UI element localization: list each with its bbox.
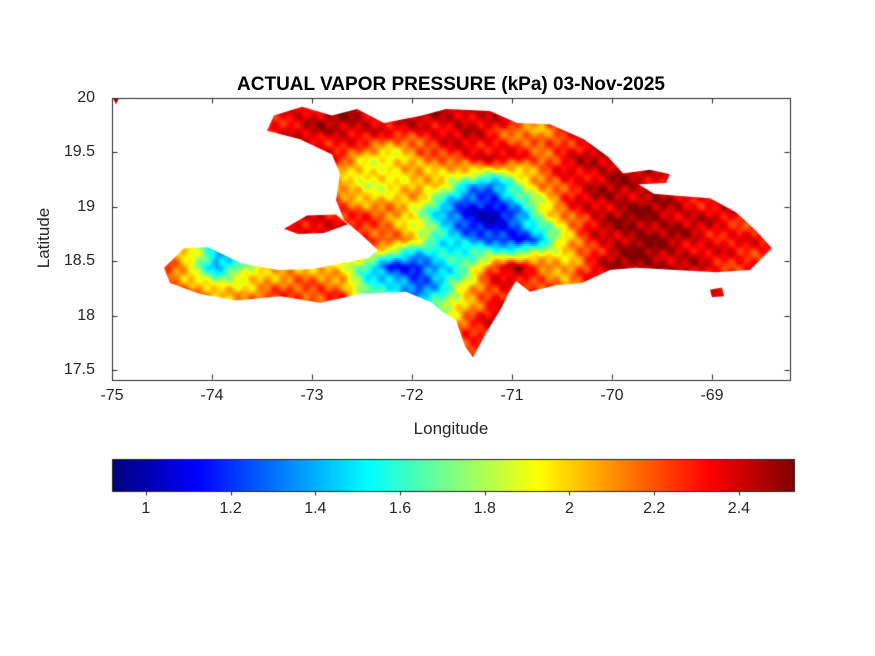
x-tick-label: -75 xyxy=(100,387,124,404)
colorbar-tick-label: 1.6 xyxy=(388,500,412,517)
colorbar-tick-label: 1.4 xyxy=(304,500,327,517)
x-tick-label: -73 xyxy=(300,387,324,404)
x-tick-label: -74 xyxy=(200,387,224,404)
y-tick-label: 19 xyxy=(77,197,95,215)
chart-title: ACTUAL VAPOR PRESSURE (kPa) 03-Nov-2025 xyxy=(237,74,665,95)
y-tick-label: 20 xyxy=(77,89,95,106)
x-tick-label: -72 xyxy=(400,387,424,404)
colorbar-tick-label: 1 xyxy=(141,500,151,517)
x-tick-label: -69 xyxy=(700,387,724,404)
colorbar-tick-label: 1.2 xyxy=(219,500,242,517)
x-axis-label: Longitude xyxy=(413,419,489,438)
y-tick-label: 19.5 xyxy=(63,143,95,161)
colorbar-tick-label: 2 xyxy=(565,500,574,517)
y-tick-label: 17.5 xyxy=(63,361,95,379)
y-tick-label: 18.5 xyxy=(63,252,95,270)
colorbar-tick-label: 2.2 xyxy=(643,500,666,517)
x-tick-label: -70 xyxy=(600,387,624,404)
y-tick-label: 18 xyxy=(77,306,95,324)
colorbar-tick-label: 1.8 xyxy=(473,500,496,517)
x-tick-label: -71 xyxy=(500,387,524,404)
y-axis-label: Latitude xyxy=(34,207,53,269)
colorbar-tick-label: 2.4 xyxy=(727,500,751,517)
